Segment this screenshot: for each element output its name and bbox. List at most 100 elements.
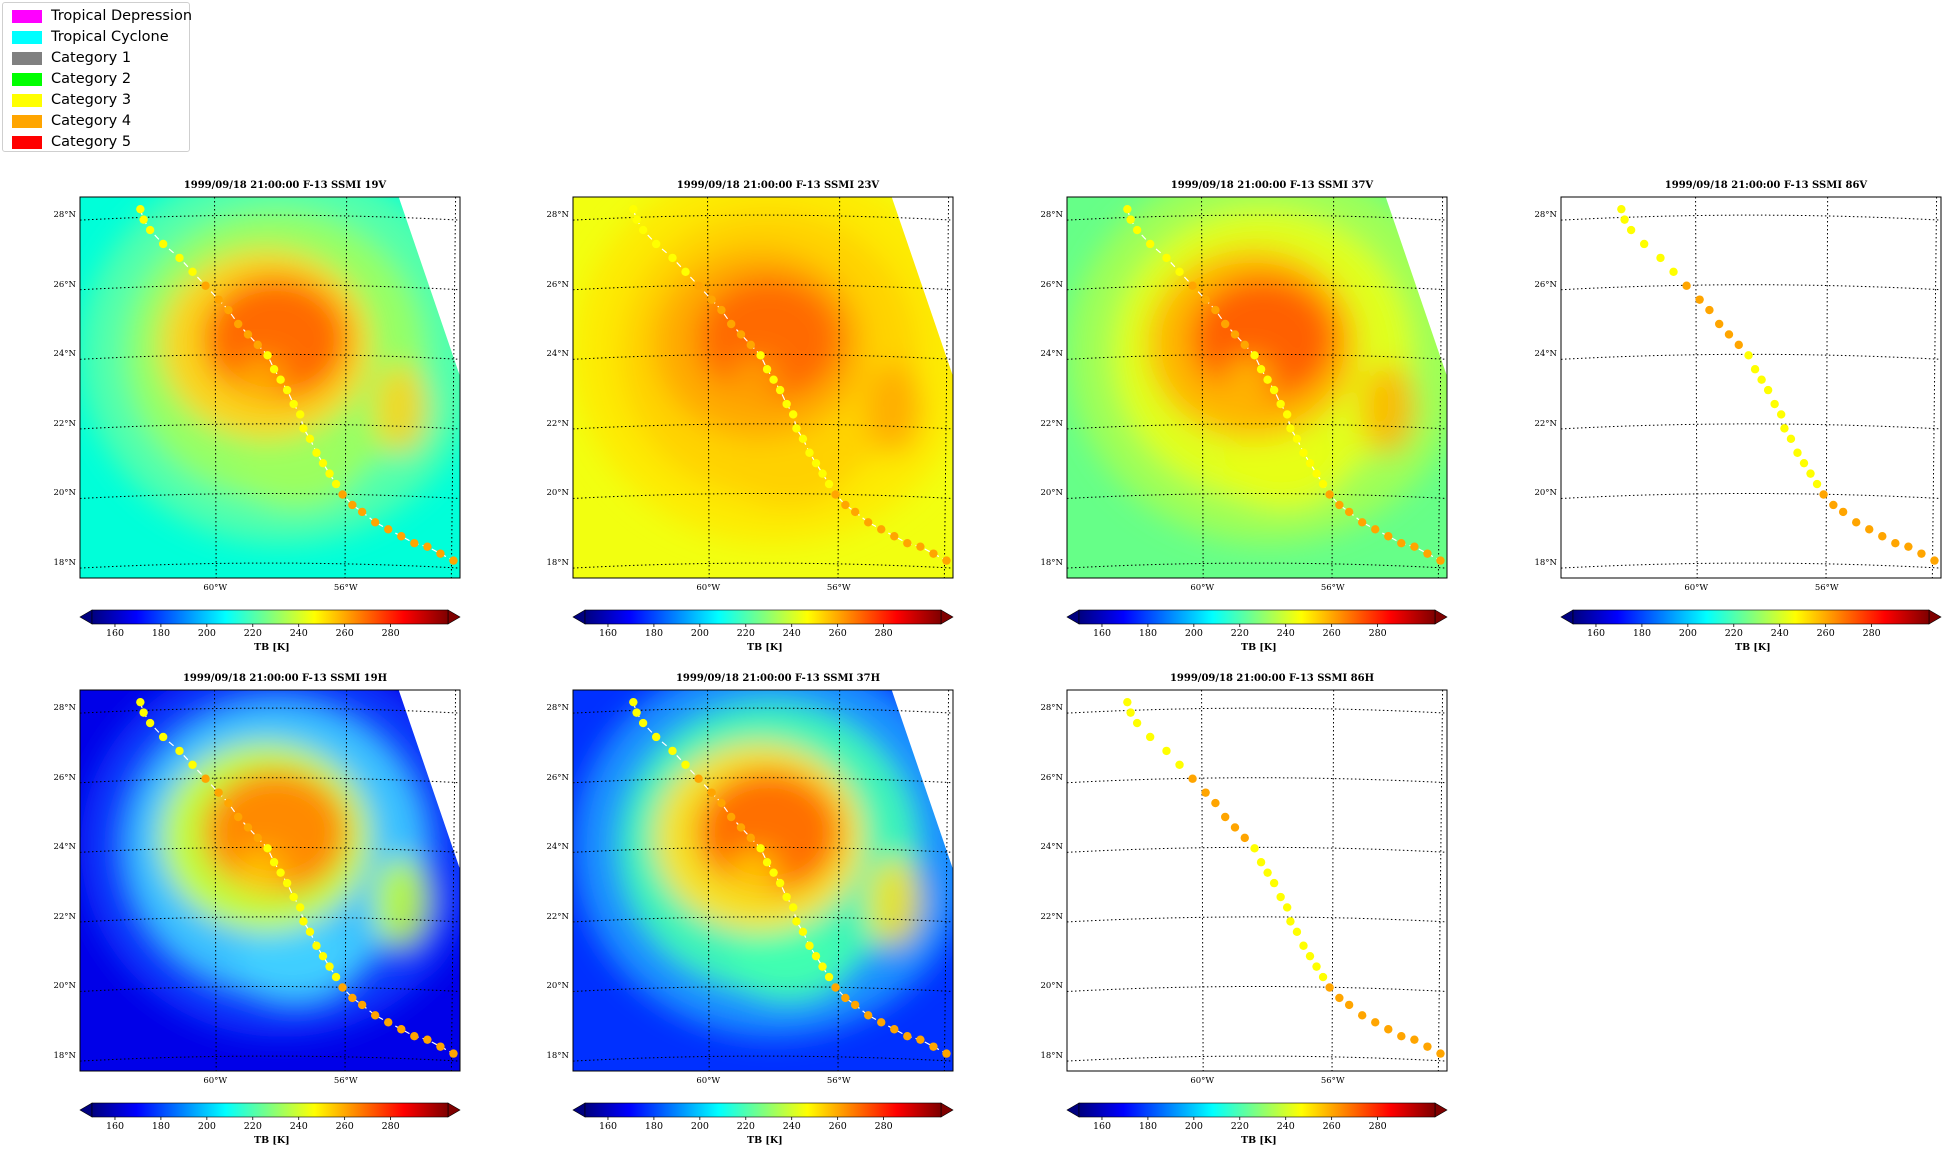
lat-tick-label: 20°N [1040,981,1063,992]
track-point [1276,892,1285,902]
track-point [1357,518,1367,527]
track-point [841,500,850,510]
track-point [877,1018,886,1027]
colorbar-tick-label: 200 [1184,1121,1203,1132]
track-point [1776,410,1786,419]
track-point [736,823,746,832]
track-line [632,702,947,1055]
category-legend: Tropical Depression Tropical Cyclone Categ… [2,2,192,152]
colorbar-tick-label: 180 [644,1121,664,1132]
graticule [573,197,953,578]
lat-tick-label: 28°N [546,703,569,714]
lon-tick-label: 60°W [1190,1076,1215,1086]
lat-tick-label: 22°N [1040,418,1063,429]
track-point [1620,215,1629,224]
colorbar-label: TB [K] [1241,642,1277,653]
colorbar-tick-label: 160 [105,1121,125,1132]
track-point [175,746,184,756]
legend-swatch [12,9,42,23]
track-point [1714,319,1724,329]
track-point [1904,542,1913,551]
track-point [929,1042,938,1051]
track-point [436,1042,445,1051]
graticule [573,690,953,1071]
graticule [1067,197,1447,578]
track-point [1829,500,1838,510]
storm-track [1123,204,1445,565]
track-point [1819,490,1828,499]
panel-title: 1999/09/18 21:00:00 F-13 SSMI 19V [183,180,387,191]
track-point [269,858,279,867]
map-svg [79,689,461,1120]
track-point [1305,458,1315,468]
track-point [726,319,736,329]
track-point [1318,479,1328,489]
map-panel-19h: 1999/09/18 21:00:00 F-13 SSMI 19H 18°N 20°… [53,673,490,1165]
track-point [423,542,432,551]
track-point [1639,239,1649,249]
lat-tick-label: 28°N [546,210,569,221]
track-point [449,1049,458,1058]
lon-tick-label: 60°W [696,583,721,593]
storm-track [1123,697,1445,1058]
lon-tick-label: 56°W [333,1076,358,1086]
legend-entry: Category 1 [12,49,131,67]
track-point [201,774,210,783]
track-point [850,1000,860,1010]
track-point [903,539,912,548]
map-panel-86h: 1999/09/18 21:00:00 F-13 SSMI 86H 18°N 20°… [1040,673,1477,1165]
track-point [1786,434,1796,444]
track-point [805,448,814,457]
lon-tick-label: 60°W [203,583,228,593]
legend-label: Tropical Cyclone [51,29,169,45]
lat-tick-label: 26°N [546,279,569,290]
track-point [668,253,677,263]
track-point [1123,697,1132,707]
panel-title: 1999/09/18 21:00:00 F-13 SSMI 37V [1170,180,1374,191]
track-point [1188,774,1197,783]
map-frame [572,196,954,579]
track-point [136,697,145,707]
track-point [312,448,321,457]
lat-tick-label: 26°N [1040,772,1063,783]
track-point [1669,267,1678,277]
track-point [632,708,641,717]
lon-tick-label: 56°W [826,583,851,593]
track-point [1335,500,1344,510]
colorbar [79,1102,461,1120]
map-panel-19v: 1999/09/18 21:00:00 F-13 SSMI 19V 18°N 20°… [53,180,490,672]
track-point [632,215,641,224]
track-point [736,330,746,339]
track-point [1263,868,1272,877]
track-point [276,868,285,877]
lat-tick-label: 22°N [53,418,76,429]
track-point [831,983,840,992]
track-point [139,708,148,717]
lat-tick-label: 22°N [53,911,76,922]
legend-swatch [12,114,42,128]
track-point [1371,525,1380,534]
track-point [1436,1049,1445,1058]
track-point [638,718,648,728]
track-point [1305,951,1315,961]
track-point [1682,281,1691,290]
legend-swatch [12,72,42,86]
track-point [348,993,357,1003]
track-point [942,1049,951,1058]
colorbar-tick-label: 180 [1138,1121,1158,1132]
lat-tick-label: 28°N [53,210,76,221]
colorbar-tick-label: 280 [1368,628,1387,639]
map-frame [79,689,461,1072]
track-point [1626,225,1636,235]
track-line [139,702,454,1055]
track-point [942,556,951,565]
track-point [717,798,726,808]
track-point [877,525,886,534]
track-point [1757,375,1766,384]
track-point [1410,1035,1419,1044]
track-point [1318,972,1328,982]
track-point [1344,507,1354,517]
track-point [1357,1011,1367,1020]
track-point [629,697,638,707]
track-point [269,365,279,374]
